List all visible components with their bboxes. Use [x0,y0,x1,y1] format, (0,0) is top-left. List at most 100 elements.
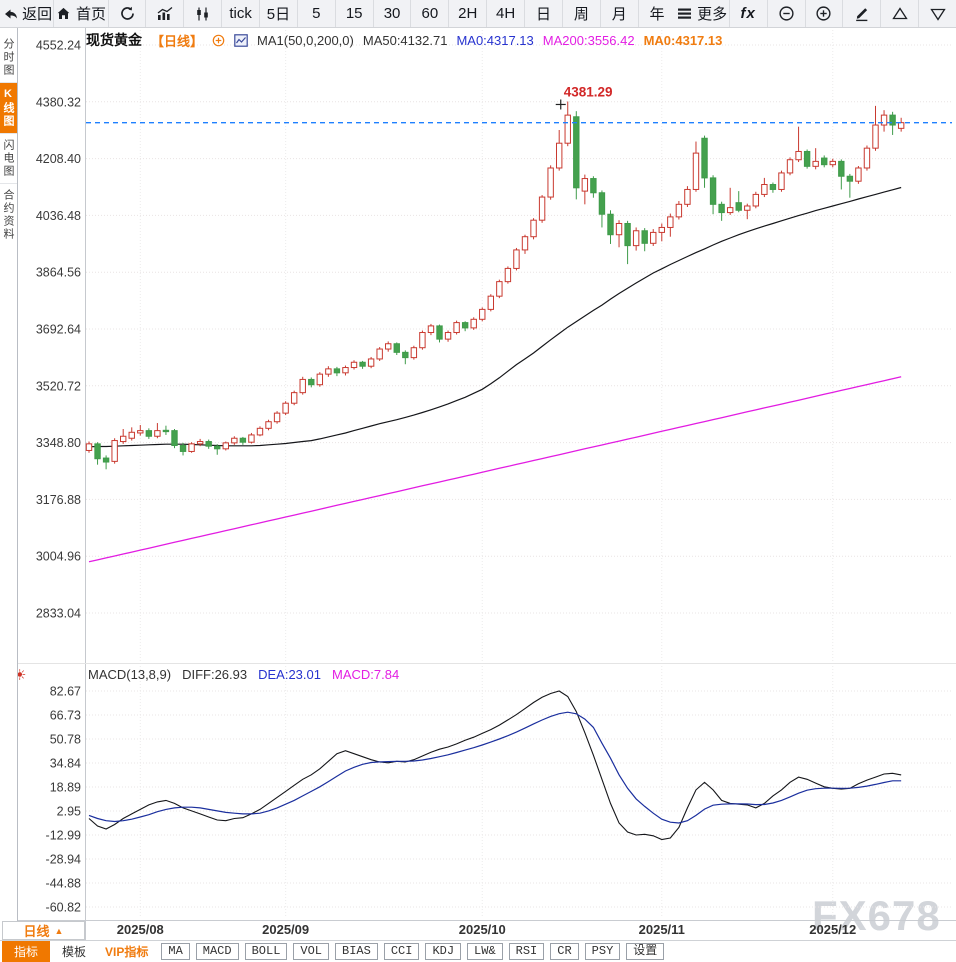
formula-icon: fx [740,5,756,22]
svg-text:3004.96: 3004.96 [36,550,81,564]
indicator-tab-PSY[interactable]: PSY [584,943,621,960]
tab-indicator[interactable]: 指标 [2,941,51,962]
indicator-tab-LW&[interactable]: LW& [467,943,503,960]
sidebar-item-闪电图[interactable]: 闪电图 [0,133,17,183]
more-button[interactable]: 更多 [675,0,730,27]
period-15[interactable]: 15 [336,0,374,27]
home-icon [56,6,71,21]
svg-text:4381.29: 4381.29 [564,84,613,99]
macd-header: MACD(13,8,9) DIFF:26.93 DEA:23.01 MACD:7… [88,667,399,682]
period-60[interactable]: 60 [411,0,450,27]
svg-text:-44.88: -44.88 [46,877,81,891]
triangle-down-button[interactable] [919,0,956,27]
indicator-tab-MACD[interactable]: MACD [195,943,239,960]
indicator-tab-KDJ[interactable]: KDJ [425,943,462,960]
bar-chart-icon [156,6,174,22]
indicator-tab-CR[interactable]: CR [550,943,579,960]
main-chart-header: 现货黄金 【日线】 MA1(50,0,200,0) MA50:4132.71 M… [86,30,722,50]
svg-text:50.78: 50.78 [50,733,81,747]
back-label: 返回 [22,6,53,23]
svg-text:3176.88: 3176.88 [36,493,81,507]
svg-text:4380.32: 4380.32 [36,95,81,109]
symbol-name: 现货黄金 [86,32,142,48]
home-label: 首页 [75,6,106,23]
triangle-up-button[interactable] [881,0,920,27]
zoom-in-icon [815,5,832,22]
macd-value: MACD:7.84 [331,667,400,682]
indicator-tab-BOLL[interactable]: BOLL [244,943,288,960]
indicator-tab-MA[interactable]: MA [161,943,190,960]
mini-chart-icon[interactable] [234,33,248,47]
ma-settings-label: MA1(50,0,200,0) [257,32,354,48]
indicator-tab-设置[interactable]: 设置 [626,943,665,960]
up-triangle-icon: ▲ [54,925,64,936]
svg-text:2.95: 2.95 [57,805,81,819]
watermark: FX678 [812,892,941,939]
tab-vip-indicator[interactable]: VIP指标 [105,945,149,959]
candlestick-mode-button[interactable] [184,0,223,27]
svg-text:3864.56: 3864.56 [36,266,81,280]
line-chart-mode-button[interactable] [146,0,185,27]
period-30[interactable]: 30 [374,0,412,27]
indicator-tab-BIAS[interactable]: BIAS [335,943,378,960]
period-周[interactable]: 周 [563,0,601,27]
home-button[interactable]: 首页 [54,0,109,27]
period-tag[interactable]: 【日线】 [151,33,204,49]
ma0-alt-value: MA0:4317.13 [643,32,723,48]
refresh-button[interactable] [109,0,147,27]
draw-pencil-button[interactable] [843,0,882,27]
back-arrow-icon [1,6,18,22]
diff-value: DIFF:26.93 [182,667,248,682]
indicator-tab-CCI[interactable]: CCI [383,943,420,960]
candlestick-icon [195,6,211,22]
svg-text:2025/12: 2025/12 [809,922,856,937]
sidebar-item-合约资料[interactable]: 合约资料 [0,183,17,246]
refresh-icon [119,5,136,22]
svg-text:34.84: 34.84 [50,757,81,771]
svg-text:4552.24: 4552.24 [36,39,81,53]
svg-text:2833.04: 2833.04 [36,607,81,621]
indicator-tab-bar: 指标 模板 VIP指标 MA MACD BOLL VOL BIAS CCI KDJ LW& RS… [0,940,956,962]
chart-type-sidebar: 分时图 K线图 闪电图 合约资料 [0,28,18,940]
period-2H[interactable]: 2H [449,0,488,27]
sidebar-item-分时图[interactable]: 分时图 [2,38,14,77]
ma0-value: MA0:4317.13 [456,32,534,48]
svg-text:-60.82: -60.82 [46,901,81,915]
period-4H[interactable]: 4H [487,0,526,27]
plus-circle-icon[interactable] [212,34,225,47]
formula-button[interactable]: fx [730,0,768,27]
svg-text:2025/09: 2025/09 [262,922,309,937]
more-label: 更多 [697,6,728,23]
period-5日[interactable]: 5日 [260,0,298,27]
menu-icon [677,7,692,20]
svg-text:2025/11: 2025/11 [639,922,685,937]
top-toolbar: 返回 首页 tick 5日 5 15 30 60 2H 4H 日周月年 更多 fx [0,0,956,28]
sidebar-item-K线图[interactable]: K线图 [0,82,17,133]
period-月[interactable]: 月 [601,0,639,27]
ma50-value: MA50:4132.71 [362,32,448,48]
pencil-icon [853,5,870,22]
zoom-out-button[interactable] [768,0,806,27]
tab-template[interactable]: 模板 [62,945,87,959]
svg-text:66.73: 66.73 [50,708,81,722]
period-年[interactable]: 年 [649,6,665,23]
back-button[interactable]: 返回 [0,0,55,27]
period-tick[interactable]: tick [222,0,261,27]
indicator-tab-VOL[interactable]: VOL [293,943,330,960]
triangle-up-icon [891,6,909,22]
svg-text:2025/08: 2025/08 [117,922,164,937]
svg-text:82.67: 82.67 [50,685,81,699]
svg-text:3692.64: 3692.64 [36,323,81,337]
zoom-in-button[interactable] [806,0,844,27]
period-日[interactable]: 日 [525,0,563,27]
dea-value: DEA:23.01 [258,667,321,682]
svg-text:4208.40: 4208.40 [36,152,81,166]
svg-text:-28.94: -28.94 [46,853,81,867]
period-selector[interactable]: 日线 ▲ [2,921,85,940]
indicator-tab-RSI[interactable]: RSI [508,943,545,960]
zoom-out-icon [778,5,795,22]
period-5[interactable]: 5 [298,0,336,27]
svg-text:3520.72: 3520.72 [36,379,81,393]
